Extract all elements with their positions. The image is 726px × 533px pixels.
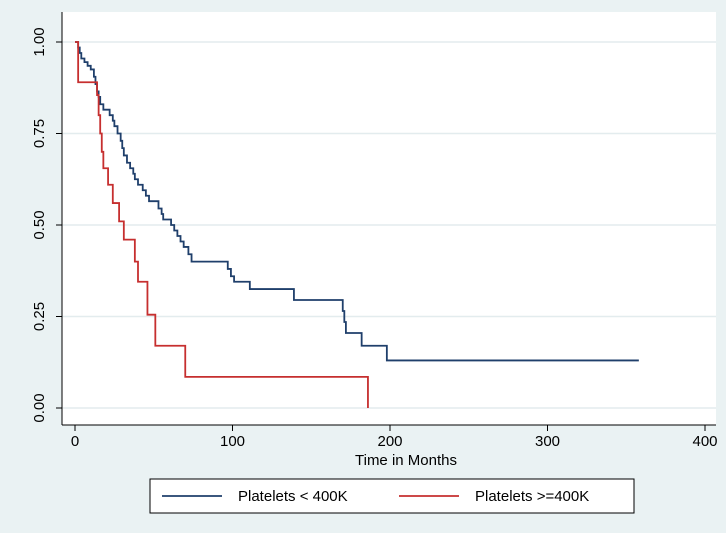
series-line-1: [75, 41, 369, 408]
legend: Platelets < 400K Platelets >=400K: [149, 478, 635, 514]
x-tick-label: 200: [377, 433, 402, 450]
legend-box: [149, 478, 635, 514]
y-tick-label: 1.00: [31, 27, 48, 56]
x-tick-label: 300: [535, 433, 560, 450]
legend-label-0: Platelets < 400K: [238, 488, 348, 505]
series-lines: [75, 41, 639, 408]
y-tick-label: 0.00: [31, 393, 48, 422]
x-tick-label: 0: [71, 433, 79, 450]
x-axis-title: Time in Months: [355, 452, 457, 469]
x-tick-label: 400: [692, 433, 717, 450]
y-tick-label: 0.75: [31, 119, 48, 148]
legend-label-1: Platelets >=400K: [475, 488, 589, 505]
plot-area: [62, 12, 716, 425]
x-tick-label: 100: [220, 433, 245, 450]
y-tick-label: 0.25: [31, 302, 48, 331]
axes: 0.00 0.25 0.50 0.75 1.00 0 100 200 300 400: [31, 12, 718, 450]
y-tick-label: 0.50: [31, 210, 48, 239]
